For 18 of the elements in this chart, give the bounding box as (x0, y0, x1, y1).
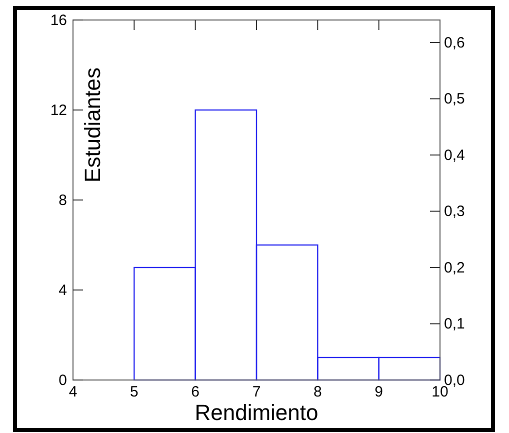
x-tick-label: 5 (130, 384, 138, 401)
y2-tick-label: 0,3 (444, 203, 465, 220)
y2-tick-label: 0,6 (444, 34, 465, 52)
y-tick-label: 12 (50, 102, 67, 119)
y2-tick-label: 0,4 (444, 146, 465, 164)
y2-tick-label: 0,2 (444, 259, 465, 276)
y2-tick-label: 0,5 (444, 90, 465, 108)
x-tick-label: 7 (252, 384, 261, 401)
y-tick-label: 16 (50, 12, 67, 29)
x-tick-label: 9 (374, 384, 384, 401)
x-tick-label: 8 (313, 384, 322, 401)
y2-tick-label: 0,1 (444, 316, 465, 333)
y-tick-label: 0 (58, 372, 67, 389)
y-tick-label: 8 (58, 192, 67, 209)
x-axis-title: Rendimiento (194, 400, 318, 425)
x-tick-label: 6 (191, 384, 200, 401)
y-axis-title: Estudiantes (80, 68, 105, 182)
y-tick-label: 4 (58, 282, 67, 299)
